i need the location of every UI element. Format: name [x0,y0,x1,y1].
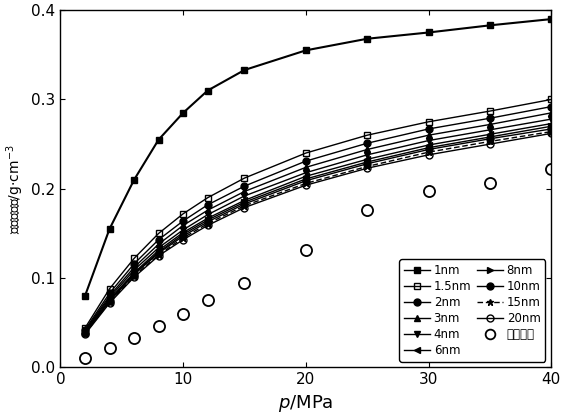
Legend: 1nm, 1.5nm, 2nm, 3nm, 4nm, 6nm, 8nm, 10nm, 15nm, 20nm, 气相密度: 1nm, 1.5nm, 2nm, 3nm, 4nm, 6nm, 8nm, 10n… [399,259,545,362]
X-axis label: $p$/MPa: $p$/MPa [278,393,333,414]
Y-axis label: 吸附相密度/g·cm$^{-3}$: 吸附相密度/g·cm$^{-3}$ [4,144,26,234]
